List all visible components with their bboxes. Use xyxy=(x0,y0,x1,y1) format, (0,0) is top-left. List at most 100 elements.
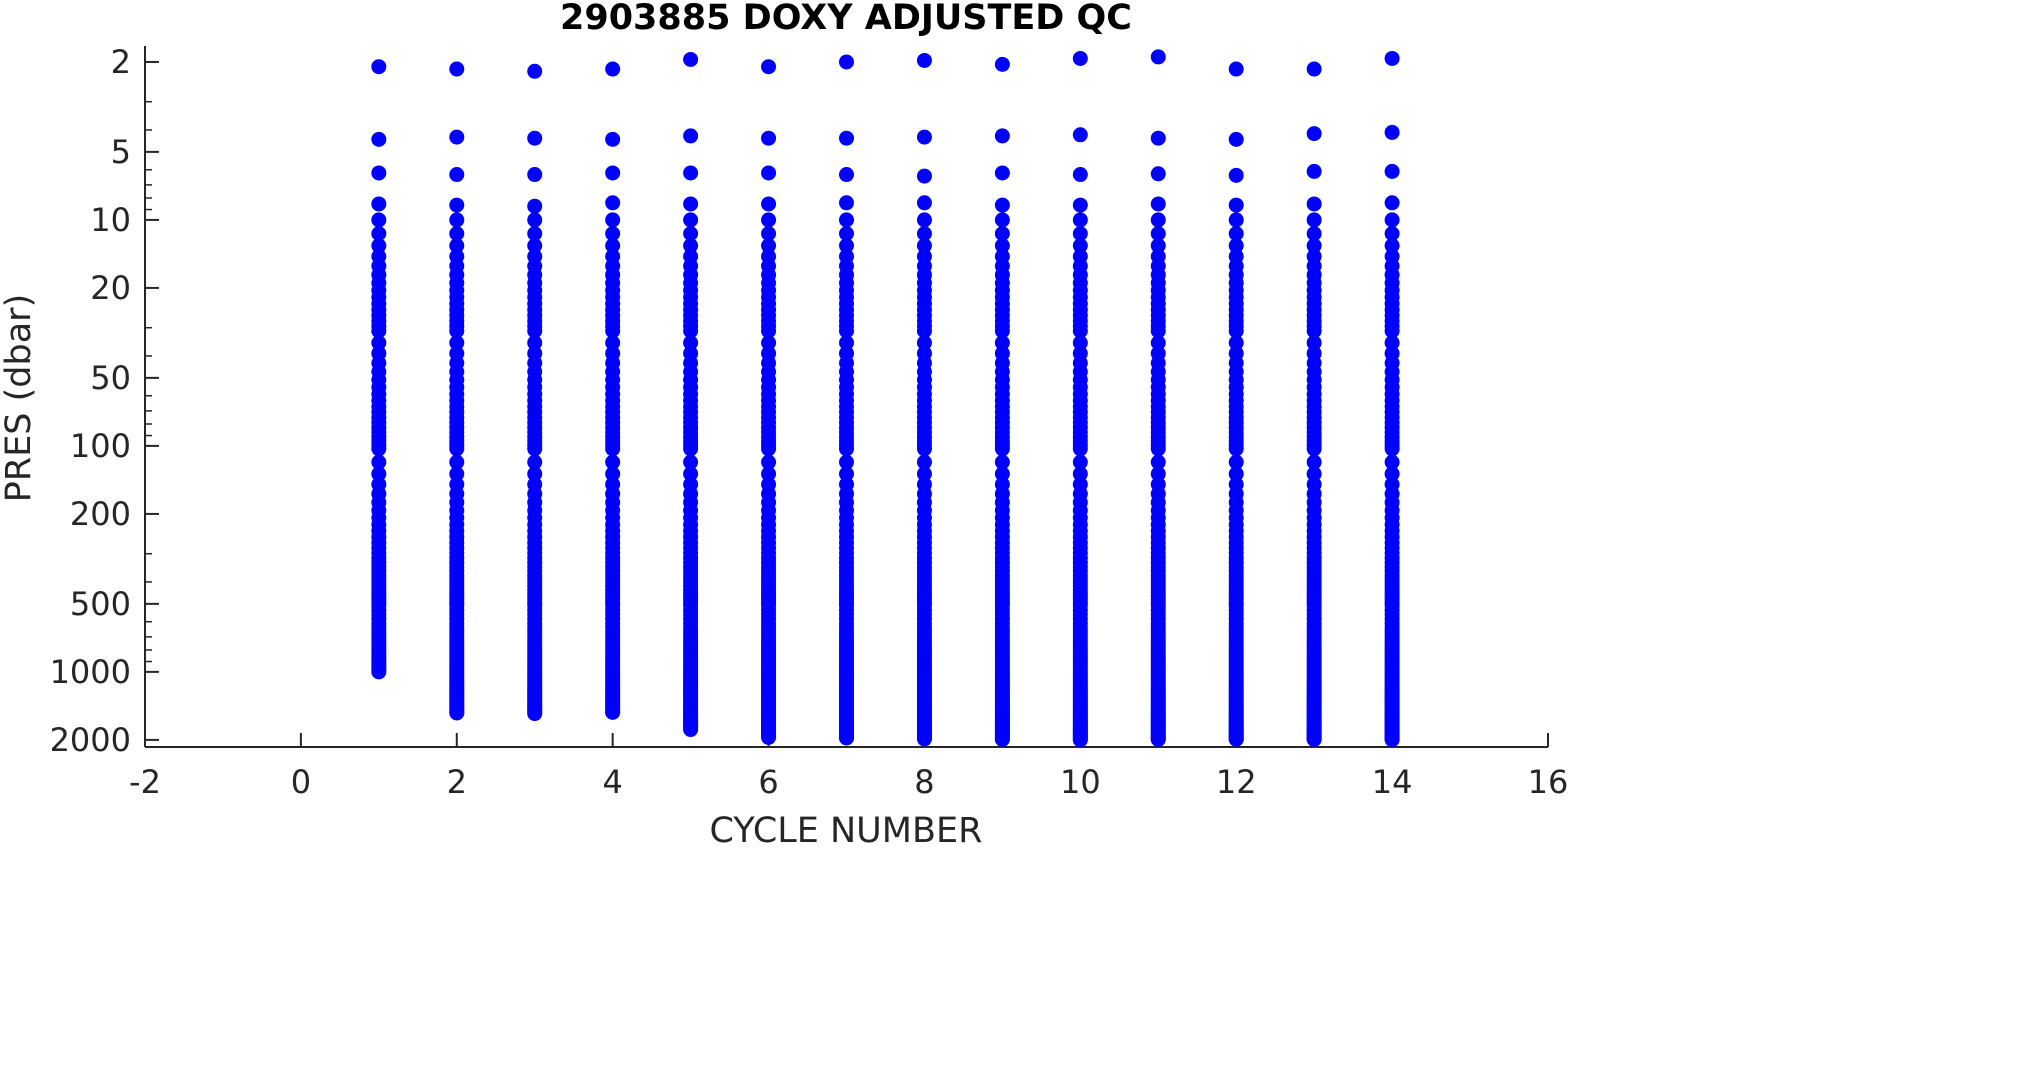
data-point xyxy=(527,198,543,214)
data-point xyxy=(761,335,777,351)
data-point xyxy=(1228,197,1244,213)
data-point xyxy=(683,212,699,228)
data-point xyxy=(605,454,621,470)
data-point xyxy=(683,238,699,254)
data-point xyxy=(371,165,387,181)
data-point xyxy=(1072,127,1088,143)
data-point xyxy=(1150,238,1166,254)
x-tick-label: 4 xyxy=(602,763,622,801)
data-point xyxy=(605,212,621,228)
data-point xyxy=(1384,466,1400,482)
data-point xyxy=(1228,238,1244,254)
data-point xyxy=(1150,212,1166,228)
profile-cycle-11 xyxy=(1150,49,1166,747)
data-point xyxy=(761,196,777,212)
data-point xyxy=(449,705,465,721)
data-point xyxy=(916,323,932,339)
data-point xyxy=(1072,323,1088,339)
data-point xyxy=(839,167,854,183)
data-point xyxy=(683,722,699,738)
data-point xyxy=(683,454,699,470)
data-point xyxy=(1228,466,1244,482)
data-point xyxy=(839,454,854,470)
data-point xyxy=(1306,454,1322,470)
data-point xyxy=(761,165,777,181)
y-tick-label: 2 xyxy=(111,43,131,81)
data-point xyxy=(916,454,932,470)
data-point xyxy=(916,195,932,211)
data-point xyxy=(1306,196,1322,212)
data-point xyxy=(1306,731,1322,747)
data-point xyxy=(1072,167,1088,183)
data-point xyxy=(605,441,621,457)
data-point xyxy=(683,165,699,181)
data-point xyxy=(761,466,777,482)
data-point xyxy=(449,226,465,242)
data-point xyxy=(994,454,1010,470)
data-point xyxy=(449,238,465,254)
data-point xyxy=(527,167,543,183)
data-point xyxy=(994,128,1010,144)
data-point xyxy=(1072,226,1088,242)
data-point xyxy=(916,129,932,145)
data-point xyxy=(994,335,1010,351)
y-tick-label: 50 xyxy=(90,359,131,397)
data-point xyxy=(1228,167,1244,183)
data-point xyxy=(371,59,387,75)
y-tick-label: 2000 xyxy=(50,721,131,759)
x-tick-label: -2 xyxy=(129,763,161,801)
data-point xyxy=(527,335,543,351)
data-point xyxy=(839,466,854,482)
data-point xyxy=(527,212,543,228)
data-point xyxy=(994,226,1010,242)
data-point xyxy=(1384,441,1400,457)
data-point xyxy=(839,130,854,146)
data-point xyxy=(839,226,854,242)
y-tick-label: 1000 xyxy=(50,653,131,691)
chart-title: 2903885 DOXY ADJUSTED QC xyxy=(560,0,1132,38)
data-point xyxy=(1228,454,1244,470)
data-point xyxy=(1072,50,1088,66)
data-point xyxy=(371,454,387,470)
data-point xyxy=(916,441,932,457)
data-point xyxy=(1150,49,1166,65)
data-point xyxy=(527,323,543,339)
data-point xyxy=(683,226,699,242)
data-point xyxy=(371,664,387,680)
data-point xyxy=(527,454,543,470)
data-point xyxy=(916,52,932,68)
data-point xyxy=(371,335,387,351)
data-point xyxy=(1072,335,1088,351)
data-point xyxy=(1228,323,1244,339)
data-point xyxy=(1072,454,1088,470)
data-point xyxy=(761,212,777,228)
data-point xyxy=(916,168,932,184)
data-point xyxy=(1306,466,1322,482)
data-point xyxy=(994,466,1010,482)
axes: -2 0 2 4 6 8 10 12 14 16 2 5 10 20 50 100 200 500 1000 2000 xyxy=(50,43,1569,801)
data-point xyxy=(1150,466,1166,482)
data-point xyxy=(994,56,1010,72)
data-point xyxy=(761,441,777,457)
data-point xyxy=(839,238,854,254)
profile-cycle-7 xyxy=(839,54,854,746)
data-point xyxy=(449,167,465,183)
data-point xyxy=(1384,163,1400,179)
data-point xyxy=(1306,226,1322,242)
data-point xyxy=(994,731,1010,747)
data-point xyxy=(994,441,1010,457)
profile-cycle-9 xyxy=(994,56,1010,747)
data-point xyxy=(449,61,465,77)
data-point xyxy=(449,441,465,457)
scatter-plot: 2903885 DOXY ADJUSTED QC CYCLE NUMBER PR… xyxy=(0,0,1569,851)
data-point xyxy=(1150,226,1166,242)
data-point xyxy=(449,454,465,470)
data-point xyxy=(916,335,932,351)
data-point xyxy=(994,323,1010,339)
data-point xyxy=(1384,50,1400,66)
data-point xyxy=(1384,195,1400,211)
data-point xyxy=(605,226,621,242)
data-point xyxy=(1228,61,1244,77)
profile-cycle-14 xyxy=(1384,50,1400,748)
x-tick-label: 6 xyxy=(758,763,778,801)
